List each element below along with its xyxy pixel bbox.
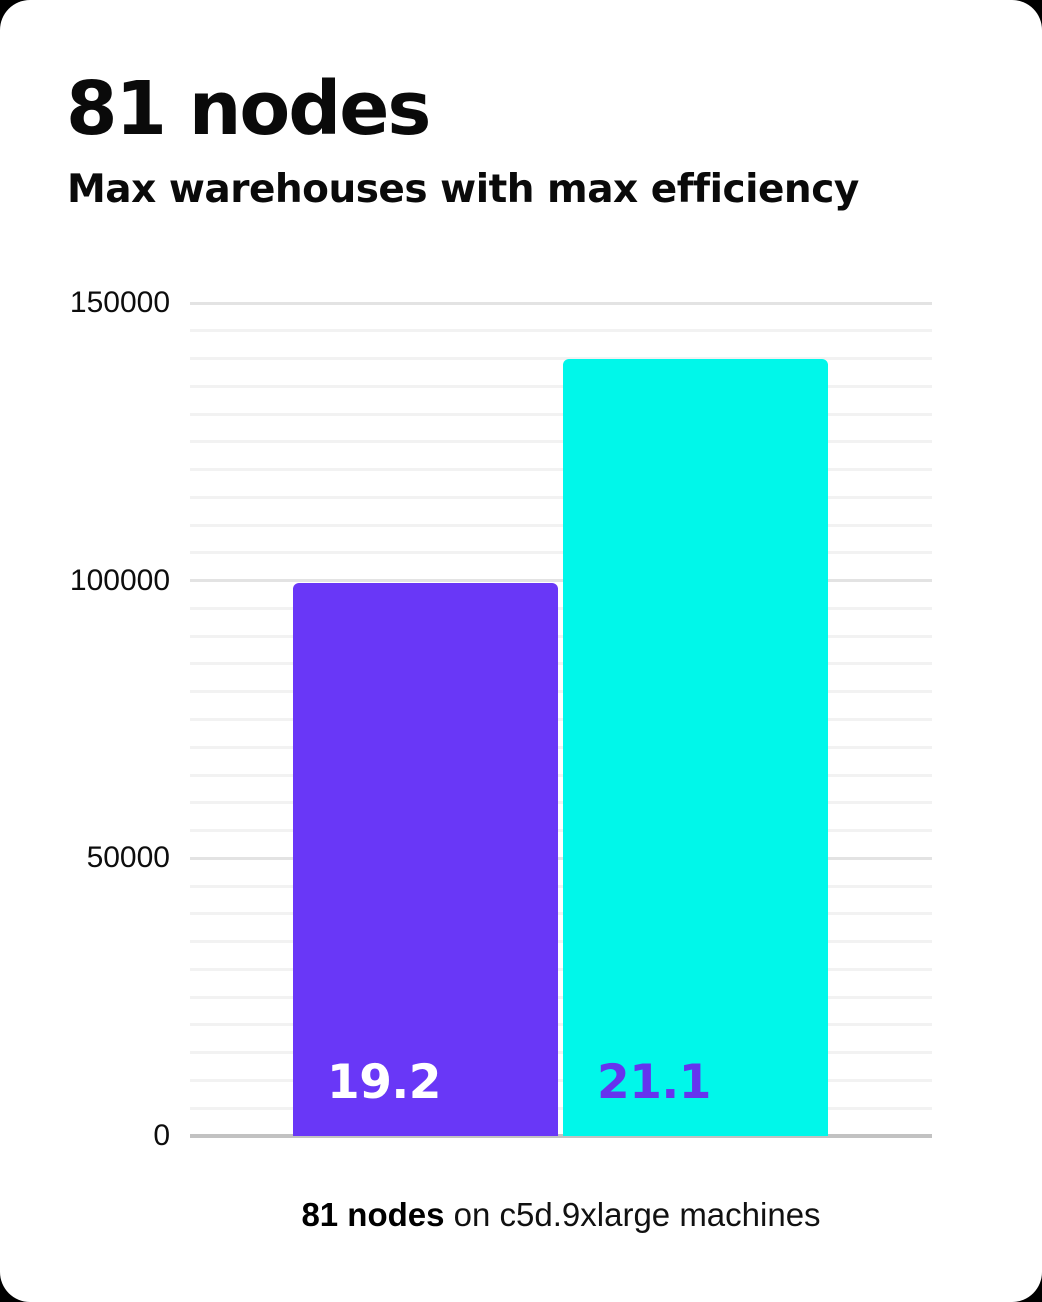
page-title: 81 nodes [66,66,431,152]
major-gridline [190,856,932,860]
minor-gridline [190,634,932,638]
minor-gridline [190,357,932,361]
y-tick-label: 100000 [69,563,170,597]
minor-gridline [190,384,932,388]
bar-value-label: 21.1 [597,1054,711,1110]
major-gridline [190,301,932,305]
caption-regular-text: on c5d.9xlarge machines [444,1196,821,1233]
minor-gridline [190,718,932,721]
minor-gridline [190,495,932,499]
minor-gridline [190,1078,932,1082]
minor-gridline [190,440,932,444]
chart-caption: 81 nodes on c5d.9xlarge machines [190,1196,932,1234]
minor-gridline [190,690,932,694]
bar-2: 21.1 [563,358,828,1136]
minor-gridline [190,468,932,472]
minor-gridline [190,801,932,805]
y-tick-label: 150000 [69,286,170,319]
minor-gridline [190,829,932,833]
x-axis-baseline [190,1134,932,1138]
minor-gridline [190,884,932,888]
minor-gridline [190,940,932,944]
minor-gridline [190,523,932,527]
bar-value-label: 19.2 [327,1054,441,1110]
minor-gridline [190,551,932,555]
major-gridline [190,579,932,583]
minor-gridline [190,745,932,749]
minor-gridline [190,1051,932,1055]
y-tick-label: 50000 [86,841,170,875]
minor-gridline [190,329,932,333]
bar-1: 19.2 [293,583,558,1136]
minor-gridline [190,1106,932,1110]
minor-gridline [190,412,932,416]
minor-gridline [190,773,932,777]
minor-gridline [190,662,932,666]
minor-gridline [190,606,932,610]
minor-gridline [190,912,932,916]
caption-bold-text: 81 nodes [301,1196,445,1233]
page-subtitle: Max warehouses with max efficiency [67,167,859,212]
minor-gridline [190,995,932,999]
minor-gridline [190,1023,932,1027]
y-tick-label: 0 [153,1119,170,1152]
minor-gridline [190,967,932,971]
